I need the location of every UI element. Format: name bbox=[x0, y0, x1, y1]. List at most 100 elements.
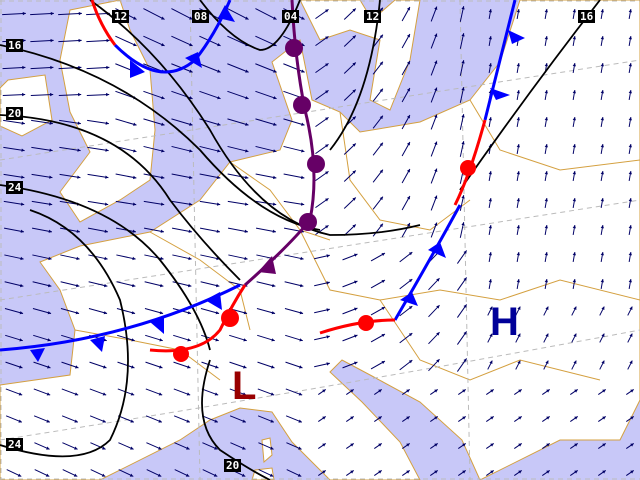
wind-arrowhead bbox=[243, 365, 247, 369]
wind-arrowhead bbox=[462, 470, 466, 474]
wind-arrowhead bbox=[628, 252, 632, 256]
wind-arrowhead bbox=[322, 416, 326, 420]
wind-arrowhead bbox=[102, 446, 106, 450]
wind-arrow-icon bbox=[283, 200, 305, 206]
wind-arrow-icon bbox=[87, 173, 109, 179]
wind-arrowhead bbox=[22, 38, 26, 43]
wind-arrowhead bbox=[600, 144, 604, 148]
wind-arrowhead bbox=[602, 416, 606, 420]
wind-arrowhead bbox=[462, 416, 466, 420]
wind-arrowhead bbox=[406, 7, 410, 11]
wind-arrowhead bbox=[600, 90, 604, 94]
wind-arrowhead bbox=[628, 36, 632, 40]
wind-arrowhead bbox=[488, 252, 492, 256]
wind-arrowhead bbox=[299, 311, 304, 315]
wind-arrowhead bbox=[601, 360, 605, 365]
wind-arrowhead bbox=[189, 43, 193, 47]
wind-arrow-icon bbox=[227, 90, 249, 100]
wind-arrow-icon bbox=[199, 145, 221, 153]
wind-arrow-icon bbox=[143, 8, 165, 20]
wind-arrowhead bbox=[629, 360, 633, 365]
wind-arrowhead bbox=[132, 256, 136, 261]
wind-arrowhead bbox=[242, 446, 246, 450]
wind-arrow-icon bbox=[31, 227, 53, 233]
wind-arrowhead bbox=[133, 43, 137, 47]
wind-arrow-icon bbox=[255, 227, 277, 233]
wind-arrowhead bbox=[516, 9, 520, 13]
wind-arrowhead bbox=[189, 122, 193, 126]
wind-arrowhead bbox=[381, 253, 385, 257]
wind-arrowhead bbox=[489, 360, 493, 365]
wind-arrowhead bbox=[572, 225, 576, 229]
wind-arrowhead bbox=[273, 16, 277, 20]
wind-arrowhead bbox=[105, 121, 109, 125]
wind-arrow-icon bbox=[199, 200, 221, 206]
wind-arrowhead bbox=[350, 470, 354, 474]
wind-arrowhead bbox=[350, 389, 354, 393]
wind-arrowhead bbox=[434, 470, 438, 474]
wind-arrowhead bbox=[629, 306, 633, 311]
wind-arrowhead bbox=[574, 389, 578, 393]
wind-arrowhead bbox=[271, 338, 275, 342]
wind-arrowhead bbox=[572, 279, 576, 283]
wind-arrowhead bbox=[408, 333, 413, 337]
wind-arrowhead bbox=[488, 117, 492, 121]
wind-arrowhead bbox=[189, 69, 193, 73]
wind-arrowhead bbox=[158, 419, 162, 423]
wind-arrowhead bbox=[518, 443, 522, 447]
wind-arrowhead bbox=[546, 443, 550, 447]
wind-arrowhead bbox=[461, 195, 465, 199]
wind-arrow-icon bbox=[87, 227, 109, 233]
wind-arrowhead bbox=[189, 175, 193, 180]
wind-arrow-icon bbox=[143, 173, 165, 179]
wind-arrowhead bbox=[106, 92, 110, 97]
wind-arrowhead bbox=[76, 256, 80, 261]
wind-arrowhead bbox=[628, 144, 632, 148]
wind-arrowhead bbox=[77, 148, 81, 152]
wind-arrow-icon bbox=[227, 8, 249, 20]
wind-arrowhead bbox=[301, 69, 305, 73]
wind-arrowhead bbox=[630, 470, 634, 474]
wind-arrowhead bbox=[158, 392, 163, 396]
wind-arrowhead bbox=[379, 223, 383, 228]
wind-arrowhead bbox=[572, 63, 576, 67]
wind-arrowhead bbox=[572, 252, 576, 256]
wind-arrowhead bbox=[243, 311, 248, 315]
wind-arrowhead bbox=[462, 443, 466, 447]
wind-arrowhead bbox=[19, 365, 23, 369]
wind-arrowhead bbox=[516, 144, 520, 148]
wind-arrowhead bbox=[434, 141, 438, 145]
wind-arrow-icon bbox=[255, 145, 277, 153]
wind-arrowhead bbox=[130, 419, 134, 423]
wind-arrowhead bbox=[572, 144, 576, 148]
wind-arrowhead bbox=[244, 202, 249, 206]
wind-arrowhead bbox=[245, 96, 249, 100]
wind-arrow-icon bbox=[227, 63, 249, 73]
wind-arrowhead bbox=[326, 254, 330, 258]
wind-arrow-icon bbox=[2, 12, 26, 16]
wind-arrowhead bbox=[544, 90, 548, 94]
wind-arrowhead bbox=[245, 149, 249, 153]
wind-arrowhead bbox=[352, 35, 356, 39]
wind-arrowhead bbox=[133, 16, 137, 20]
wind-arrow-icon bbox=[116, 254, 136, 260]
wind-arrowhead bbox=[352, 116, 356, 120]
wind-arrowhead bbox=[602, 389, 606, 393]
isobar bbox=[0, 209, 129, 458]
wind-arrowhead bbox=[188, 229, 192, 233]
wind-arrow-icon bbox=[283, 173, 305, 179]
wind-arrowhead bbox=[297, 473, 302, 477]
wind-arrowhead bbox=[574, 416, 578, 420]
wind-arrow-icon bbox=[59, 119, 81, 125]
wind-arrowhead bbox=[188, 256, 192, 261]
wind-arrowhead bbox=[325, 63, 329, 67]
wind-arrowhead bbox=[463, 277, 467, 281]
wind-arrowhead bbox=[544, 171, 548, 175]
wind-arrowhead bbox=[518, 470, 522, 474]
wind-arrowhead bbox=[546, 470, 550, 474]
wind-arrowhead bbox=[77, 121, 81, 125]
wind-arrowhead bbox=[436, 359, 440, 363]
